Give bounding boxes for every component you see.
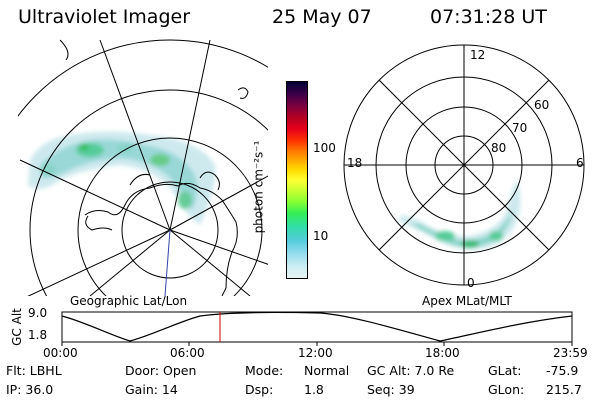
apex-caption: Apex MLat/MLT [422,294,512,308]
glon-label: GLon: [488,382,525,397]
alt-xtick-2359: 23:59 [553,346,588,360]
alt-xtick-0600: 06:00 [170,346,205,360]
mlt-label-0: 0 [467,276,475,290]
dsp-label: Dsp: [245,382,274,397]
mlt-label-6: 6 [576,156,584,170]
aurora-emission-geo [28,131,216,225]
door-info: Door: Open [125,363,197,378]
dsp-value: 1.8 [304,382,324,397]
mode-label: Mode: [245,363,284,378]
alt-ylabel: GC Alt [9,308,24,346]
ip-info: IP: 36.0 [6,382,54,397]
alt-ytick-9: 9.0 [28,306,48,320]
mlt-label-12: 12 [470,48,486,62]
mlat-label-60: 60 [534,98,550,112]
alt-ytick-1-8: 1.8 [28,328,48,342]
colorbar-tick-100: 100 [313,141,336,155]
seq-info: Seq: 39 [367,382,415,397]
gain-info: Gain: 14 [125,382,178,397]
mlt-label-18: 18 [347,156,363,170]
date-label: 25 May 07 [272,6,372,28]
alt-xtick-0000: 00:00 [43,346,78,360]
geographic-caption: Geographic Lat/Lon [70,294,188,308]
glon-value: 215.7 [546,382,582,397]
instrument-title: Ultraviolet Imager [18,6,191,28]
colorbar [286,81,308,279]
aurora-emission-mag [400,180,521,250]
alt-xtick-1200: 12:00 [298,346,333,360]
alt-xtick-1800: 18:00 [425,346,460,360]
timeline-frame [61,311,573,343]
mode-value: Normal [304,363,350,378]
glat-label: GLat: [488,363,522,378]
mlat-label-70: 70 [512,121,528,135]
colorbar-tick-10: 10 [313,229,329,243]
gcalt-info: GC Alt: 7.0 Re [367,363,455,378]
flt-info: Flt: LBHL [6,363,62,378]
glat-value: -75.9 [546,363,579,378]
mlat-label-80: 80 [491,141,507,155]
altitude-curve [61,311,573,342]
time-label: 07:31:28 UT [430,6,547,28]
